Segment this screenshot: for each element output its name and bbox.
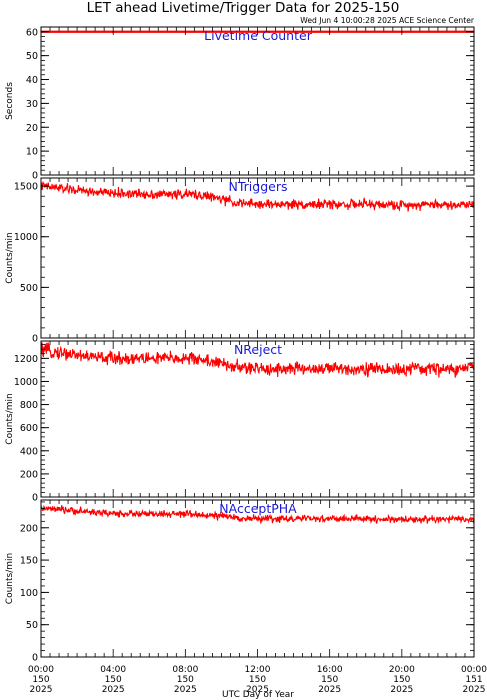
- x-tick-label: 150: [321, 675, 338, 685]
- y-tick-label: 10: [26, 147, 38, 158]
- y-axis-label: Seconds: [5, 82, 15, 120]
- y-tick-label: 500: [20, 283, 38, 294]
- series-line-panel-3: [40, 342, 475, 378]
- panel-frame: [40, 26, 475, 176]
- y-tick-label: 50: [26, 51, 38, 62]
- panel-4: 0 50 100 150 200 Counts/min NAcceptPHA: [5, 499, 475, 664]
- y-tick-label: 0: [32, 334, 38, 345]
- chart-subtitle: Wed Jun 4 10:00:28 2025 ACE Science Cent…: [300, 16, 475, 25]
- panel-1: 0 10 20 30 40 50 60 Seconds Livetime Counter: [5, 26, 475, 182]
- x-axis-label: UTC Day of Year: [222, 690, 294, 700]
- x-tick-label: 2025: [463, 685, 486, 695]
- x-tick-label: 151: [465, 675, 482, 685]
- panel-label: NAcceptPHA: [219, 501, 297, 516]
- y-tick-label: 200: [20, 469, 38, 480]
- x-tick-label: 150: [105, 675, 122, 685]
- series-line-panel-4: [40, 504, 475, 525]
- panel-frame: [40, 177, 475, 339]
- x-tick-label: 16:00: [317, 665, 343, 675]
- panel-3: 0 200 400 600 800 1000 1200 Counts/min NReject: [5, 340, 475, 504]
- panel-label: Livetime Counter: [204, 28, 313, 43]
- chart-title: LET ahead Livetime/Trigger Data for 2025…: [87, 0, 400, 16]
- x-tick-label: 150: [249, 675, 266, 685]
- y-tick-label: 60: [26, 27, 38, 38]
- x-tick-label: 20:00: [389, 665, 415, 675]
- y-axis-label: Counts/min: [5, 553, 15, 604]
- panel-label: NReject: [234, 342, 282, 357]
- x-tick-label: 150: [177, 675, 194, 685]
- x-axis: 00:00150202504:00150202508:00150202512:0…: [28, 665, 487, 695]
- y-tick-label: 0: [32, 653, 38, 664]
- x-tick-label: 2025: [390, 685, 413, 695]
- y-tick-label: 40: [26, 75, 38, 86]
- y-axis-label: Counts/min: [5, 393, 15, 444]
- y-tick-label: 30: [26, 99, 38, 110]
- x-tick-label: 12:00: [245, 665, 271, 675]
- series-line-panel-2: [40, 181, 475, 212]
- x-tick-label: 2025: [174, 685, 197, 695]
- x-tick-label: 08:00: [172, 665, 198, 675]
- x-tick-label: 00:00: [28, 665, 54, 675]
- x-tick-label: 2025: [246, 685, 269, 695]
- y-tick-label: 100: [20, 588, 38, 599]
- x-tick-label: 00:00: [461, 665, 487, 675]
- y-tick-label: 800: [20, 400, 38, 411]
- x-tick-label: 150: [393, 675, 410, 685]
- y-tick-label: 400: [20, 446, 38, 457]
- y-tick-label: 200: [20, 523, 38, 534]
- x-tick-label: 150: [32, 675, 49, 685]
- panel-2: 0 500 1000 1500 Counts/min NTriggers: [5, 177, 475, 345]
- panel-frame: [40, 499, 475, 658]
- x-tick-label: 2025: [102, 685, 125, 695]
- y-axis-label: Counts/min: [5, 232, 15, 283]
- x-tick-label: 2025: [30, 685, 53, 695]
- x-tick-label: 2025: [318, 685, 341, 695]
- y-tick-label: 1200: [14, 354, 38, 365]
- y-tick-label: 50: [26, 620, 38, 631]
- y-tick-label: 0: [32, 493, 38, 504]
- y-tick-label: 1500: [14, 182, 38, 193]
- x-tick-label: 04:00: [100, 665, 126, 675]
- y-tick-label: 1000: [14, 232, 38, 243]
- y-tick-label: 150: [20, 556, 38, 567]
- y-tick-label: 1000: [14, 377, 38, 388]
- y-tick-label: 0: [32, 171, 38, 182]
- panel-label: NTriggers: [229, 179, 288, 194]
- y-tick-label: 20: [26, 123, 38, 134]
- y-tick-label: 600: [20, 423, 38, 434]
